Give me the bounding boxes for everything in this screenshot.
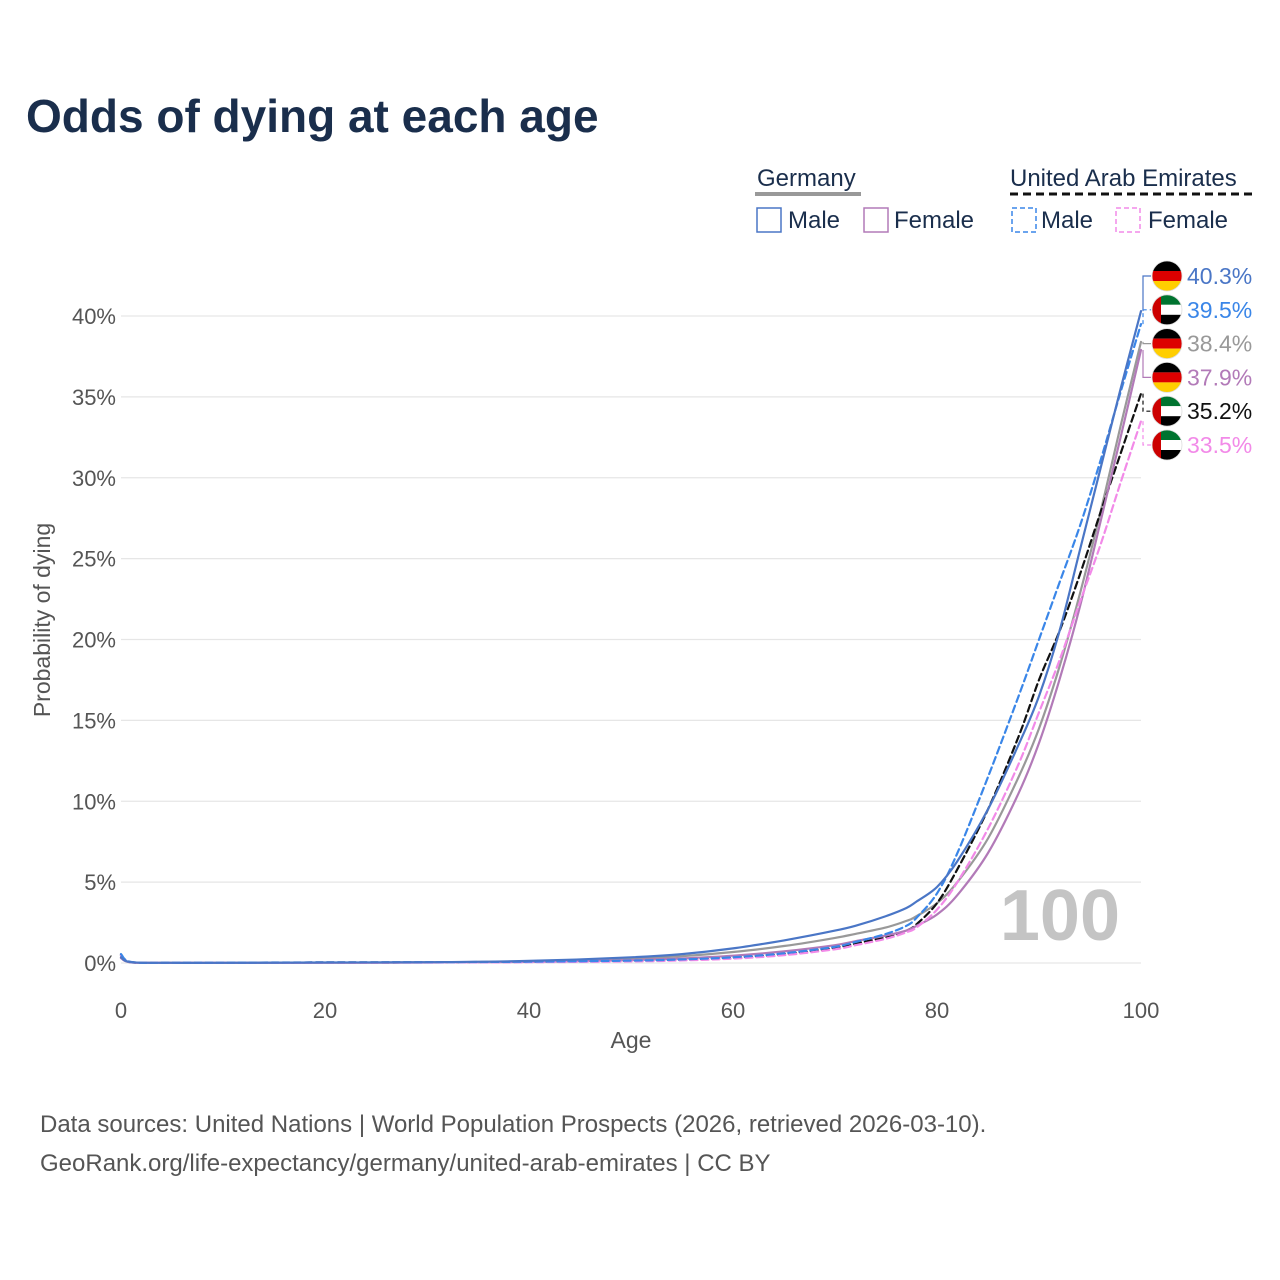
y-tick-label: 40% bbox=[72, 304, 116, 329]
series-line-germany-both bbox=[119, 340, 1143, 964]
uae-flag-icon bbox=[1151, 429, 1183, 461]
uae-flag-icon bbox=[1151, 294, 1183, 326]
end-label-value: 37.9% bbox=[1187, 364, 1252, 390]
y-tick-label: 0% bbox=[84, 951, 116, 976]
end-label-value: 39.5% bbox=[1187, 297, 1252, 323]
end-label-germany-both: 38.4% bbox=[1142, 328, 1252, 360]
legend-germany-female-label: Female bbox=[894, 207, 974, 234]
end-label-connector bbox=[1142, 275, 1151, 312]
germany-flag-icon bbox=[1151, 328, 1183, 360]
series-line-germany-female bbox=[119, 348, 1143, 964]
legend-group-germany-label: Germany bbox=[757, 165, 856, 192]
end-label-connector bbox=[1142, 309, 1151, 325]
gridlines bbox=[121, 315, 1141, 964]
end-label-value: 35.2% bbox=[1187, 398, 1252, 424]
end-label-value: 38.4% bbox=[1187, 331, 1252, 357]
y-axis-ticks: 0% 5% 10% 15% 20% 25% 30% 35% 40% bbox=[72, 304, 116, 976]
x-tick-label: 40 bbox=[517, 998, 541, 1023]
x-tick-label: 0 bbox=[115, 998, 127, 1023]
end-label-connector bbox=[1142, 350, 1151, 378]
legend-uae-male-label: Male bbox=[1041, 207, 1093, 234]
legend-uae-female-swatch bbox=[1115, 207, 1141, 233]
y-tick-label: 10% bbox=[72, 789, 116, 814]
germany-flag-icon bbox=[1151, 361, 1183, 393]
end-label-value: 40.3% bbox=[1187, 263, 1252, 289]
y-tick-label: 35% bbox=[72, 385, 116, 410]
series-line-germany-male bbox=[119, 310, 1143, 964]
end-label-germany-male: 40.3% bbox=[1142, 260, 1252, 312]
end-labels: 40.3% 39.5% 38.4% 37.9% 35.2% 33.5% bbox=[1142, 260, 1252, 461]
legend-uae-female-label: Female bbox=[1148, 207, 1228, 234]
series-line-united-arab-emirates-both bbox=[119, 392, 1143, 965]
germany-flag-icon bbox=[1151, 260, 1183, 292]
y-tick-label: 5% bbox=[84, 870, 116, 895]
y-tick-label: 15% bbox=[72, 708, 116, 733]
end-label-germany-female: 37.9% bbox=[1142, 350, 1252, 393]
end-label-connector bbox=[1142, 421, 1151, 446]
end-label-united-arab-emirates-male: 39.5% bbox=[1142, 294, 1252, 326]
footer-sources: Data sources: United Nations | World Pop… bbox=[40, 1111, 986, 1138]
x-tick-label: 100 bbox=[1123, 998, 1160, 1023]
chart-title: Odds of dying at each age bbox=[26, 90, 599, 142]
x-axis-ticks: 0 20 40 60 80 100 bbox=[115, 998, 1159, 1023]
x-axis-label: Age bbox=[611, 1027, 652, 1053]
x-tick-label: 60 bbox=[721, 998, 745, 1023]
end-label-united-arab-emirates-female: 33.5% bbox=[1142, 421, 1252, 461]
legend: Germany Male Female United Arab Emirates… bbox=[755, 165, 1254, 234]
uae-flag-icon bbox=[1151, 395, 1183, 427]
legend-group-uae: United Arab Emirates Male Female bbox=[1010, 165, 1254, 234]
end-label-united-arab-emirates-both: 35.2% bbox=[1142, 393, 1252, 427]
legend-germany-female-swatch bbox=[863, 207, 889, 233]
y-tick-label: 20% bbox=[72, 628, 116, 653]
x-tick-label: 20 bbox=[313, 998, 337, 1023]
series-line-united-arab-emirates-male bbox=[119, 323, 1143, 964]
end-label-connector bbox=[1142, 341, 1151, 345]
y-tick-label: 30% bbox=[72, 466, 116, 491]
legend-germany-male-swatch bbox=[756, 207, 782, 233]
legend-uae-male-swatch bbox=[1011, 207, 1037, 233]
footer-attribution[interactable]: GeoRank.org/life-expectancy/germany/unit… bbox=[40, 1150, 771, 1177]
series-lines bbox=[119, 310, 1143, 965]
x-tick-label: 80 bbox=[925, 998, 949, 1023]
legend-group-germany: Germany Male Female bbox=[755, 165, 974, 234]
end-label-connector bbox=[1142, 393, 1151, 412]
y-tick-label: 25% bbox=[72, 547, 116, 572]
legend-germany-male-label: Male bbox=[788, 207, 840, 234]
legend-group-uae-label: United Arab Emirates bbox=[1010, 165, 1237, 192]
end-label-value: 33.5% bbox=[1187, 432, 1252, 458]
y-axis-label: Probability of dying bbox=[29, 523, 55, 717]
age-watermark: 100 bbox=[1000, 876, 1120, 956]
